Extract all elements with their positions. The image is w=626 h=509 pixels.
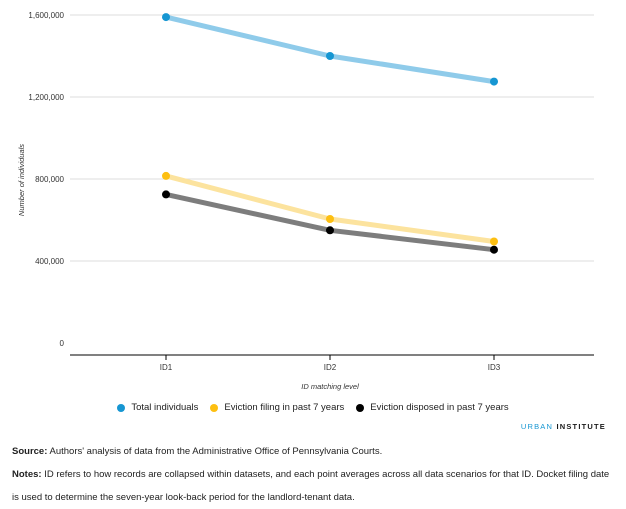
legend-item-1: Total individuals (117, 402, 198, 413)
y-tick-label: 400,000 (35, 257, 64, 266)
notes: Notes: ID refers to how records are coll… (12, 469, 610, 503)
y-tick-label: 0 (60, 339, 65, 348)
legend-marker (117, 403, 126, 412)
y-tick-label: 800,000 (35, 175, 64, 184)
y-axis-title: Number of individuals (17, 144, 26, 216)
y-tick-label: 1,600,000 (28, 11, 64, 20)
legend-marker (356, 403, 365, 412)
legend: Total individuals Eviction filing in past… (0, 402, 626, 413)
data-point (326, 226, 334, 235)
data-point (490, 245, 498, 254)
legend-label: Eviction filing in past 7 years (224, 402, 345, 413)
urban-institute-logo: URBAN INSTITUTE (520, 422, 606, 431)
legend-label: Eviction disposed in past 7 years (370, 402, 509, 413)
legend-marker (210, 403, 219, 412)
data-point (162, 190, 170, 199)
data-point (326, 215, 334, 223)
y-tick-labels: 0 400,000 800,000 1,200,000 1,600,000 (28, 11, 64, 348)
data-point (162, 13, 170, 22)
x-axis: ID1 ID2 ID3 (70, 354, 594, 372)
source-note: Source: Authors' analysis of data from t… (12, 446, 383, 457)
line-chart: 0 400,000 800,000 1,200,000 1,600,000 ID1 ID2… (17, 11, 594, 391)
x-axis-title: ID matching level (301, 382, 359, 391)
x-tick-label: ID1 (160, 363, 173, 372)
x-tick-label: ID3 (488, 363, 501, 372)
y-tick-label: 1,200,000 (28, 93, 64, 102)
chart-footer: Source: Authors' analysis of data from t… (12, 440, 612, 509)
legend-item-2: Eviction filing in past 7 years (210, 402, 344, 413)
series-line-1 (163, 14, 497, 85)
legend-item-3: Eviction disposed in past 7 years (356, 402, 509, 413)
series-lines (163, 14, 497, 253)
data-point (490, 77, 498, 86)
series-points (162, 13, 498, 254)
x-tick-label: ID2 (324, 363, 337, 372)
legend-label: Total individuals (131, 402, 199, 413)
data-point (162, 171, 170, 180)
data-point (326, 52, 334, 60)
data-point (490, 237, 498, 246)
gridlines (70, 14, 594, 262)
